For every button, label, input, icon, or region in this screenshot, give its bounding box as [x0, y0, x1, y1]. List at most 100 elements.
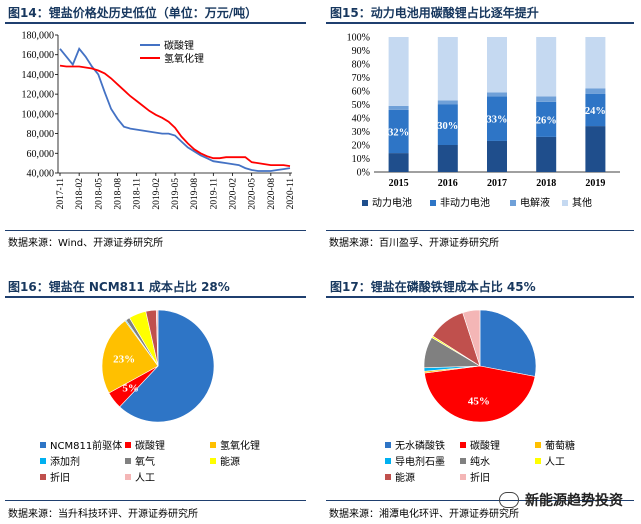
fig14-xtick-label: 2018-05 [94, 178, 104, 210]
fig16-legend-swatch [210, 441, 216, 448]
fig14-source: 数据来源：Wind、开源证券研究所 [8, 238, 164, 249]
fig15-bar-2015-s3 [388, 105, 409, 110]
fig15-xtick-label: 2017 [487, 178, 507, 189]
fig17-legend-swatch [385, 473, 391, 480]
fig15-bar-2015-s2 [388, 109, 409, 154]
fig16-bottom-rule [5, 500, 306, 501]
fig14-xtick-label: 2019-08 [190, 178, 200, 210]
fig16-title: 图16：锂盐在 NCM811 成本占比 28% [8, 280, 230, 294]
fig15-ytick-label: 60% [352, 87, 370, 98]
fig15-xtick-label: 2018 [536, 178, 556, 189]
fig17-legend-item: 折旧 [460, 469, 490, 484]
fig15-bar-2019-s2 [585, 93, 606, 127]
fig15-legend-label: 其他 [572, 196, 592, 209]
fig15-ytick-label: 70% [352, 73, 370, 84]
fig14-ytick-label: 120,000 [22, 90, 55, 101]
fig14-top-rule [5, 22, 306, 24]
fig14-xtick-label: 2020-11 [286, 178, 296, 210]
fig16-legend-label: NCM811前驱体 [50, 441, 123, 452]
fig15-bar-2015-s4 [388, 37, 409, 106]
fig15-ytick-label: 20% [352, 141, 370, 152]
fig15-bar-2017-s3 [487, 92, 507, 97]
fig14-ytick-label: 100,000 [22, 109, 55, 120]
fig16-slice-1 [119, 309, 215, 423]
fig16-legend-label: 碳酸锂 [135, 441, 165, 452]
fig14-xtick-label: 2018-08 [114, 178, 124, 210]
fig15-top-rule [326, 22, 634, 24]
fig15-title: 图15：动力电池用碳酸锂占比逐年提升 [330, 6, 539, 20]
fig16-legend-item: 氢氧化锂 [210, 437, 260, 452]
fig16-slice-3 [101, 320, 159, 394]
fig16-legend-item: 添加剂 [40, 453, 80, 468]
fig15-ytick-label: 100% [347, 33, 370, 44]
fig17-legend-label: 无水磷酸铁 [395, 441, 445, 452]
fig16-legend-swatch [40, 473, 46, 480]
fig14-xtick-label: 2018-11 [133, 178, 143, 210]
fig14-xtick-label: 2020-08 [267, 178, 277, 210]
fig17-data-label: 45% [468, 396, 490, 408]
fig14-legend-label: 碳酸锂 [164, 39, 194, 52]
fig15-data-label: 26% [536, 115, 557, 126]
fig15-legend-label: 电解液 [520, 196, 550, 209]
fig15-legend-swatch [430, 200, 436, 206]
fig16-legend-swatch [40, 457, 46, 464]
fig15-legend-swatch [562, 200, 568, 206]
fig17-legend-label: 导电剂石墨 [395, 457, 445, 468]
fig15-data-label: 24% [585, 106, 606, 117]
fig17-chart: 45% [423, 309, 537, 423]
fig16-legend-label: 人工 [135, 473, 155, 484]
fig16-source: 数据来源：当升科技环评、开源证券研究所 [8, 509, 198, 520]
fig14-series-line-2 [59, 64, 291, 167]
fig16-legend-label: 氧气 [135, 457, 155, 468]
fig16-legend-swatch [125, 441, 131, 448]
fig15-legend-swatch [362, 200, 368, 206]
fig14-xtick-label: 2019-02 [152, 178, 162, 210]
fig17-legend-label: 人工 [545, 457, 565, 468]
fig16-legend-label: 折旧 [50, 473, 70, 484]
fig16-legend-item: 碳酸锂 [125, 437, 165, 452]
fig15-bar-2017-s4 [487, 37, 507, 93]
fig17-legend-item: 导电剂石墨 [385, 453, 445, 468]
fig15-ytick-label: 30% [352, 127, 370, 138]
fig17-legend-label: 纯水 [470, 457, 490, 468]
fig17-legend-swatch [535, 457, 541, 464]
fig15-bar-2016-s1 [437, 145, 458, 172]
fig16-legend-item: 能源 [210, 453, 240, 468]
fig16-legend-swatch [125, 457, 131, 464]
fig16-legend-label: 能源 [220, 457, 240, 468]
fig15-bar-2018-s2 [536, 101, 557, 137]
fig16-top-rule [5, 296, 306, 298]
fig15-legend-swatch [510, 200, 516, 206]
watermark-text: 新能源趋势投资 [525, 493, 623, 509]
fig17-legend-swatch [535, 441, 541, 448]
fig15-bar-2019-s3 [585, 88, 606, 94]
fig17-legend-item: 无水磷酸铁 [385, 437, 445, 452]
fig16-legend-item: 氧气 [125, 453, 155, 468]
fig16-legend-swatch [40, 441, 46, 448]
fig15-ytick-label: 10% [352, 154, 370, 165]
fig17-legend-swatch [460, 441, 466, 448]
fig15-bar-2015-s1 [388, 153, 409, 172]
fig17-slice-2 [424, 365, 536, 423]
fig14-ytick-label: 180,000 [22, 31, 55, 42]
fig15-ytick-label: 0% [357, 168, 370, 179]
fig14-xtick-label: 2017-11 [56, 178, 66, 210]
fig15-bar-2019-s4 [585, 37, 606, 89]
fig17-bottom-rule [326, 500, 634, 501]
fig14-title: 图14：锂盐价格处历史低位（单位：万元/吨） [8, 6, 258, 20]
fig15-ytick-label: 80% [352, 60, 370, 71]
fig14-ytick-label: 140,000 [22, 70, 55, 81]
fig15-bar-2016-s2 [437, 104, 458, 145]
fig17-slice-8 [462, 309, 481, 367]
fig17-legend-label: 碳酸锂 [470, 441, 500, 452]
fig17-slice-1 [479, 309, 537, 377]
fig15-data-label: 33% [487, 115, 508, 126]
fig17-legend-swatch [385, 441, 391, 448]
fig14-bottom-rule [5, 230, 306, 231]
fig17-legend-swatch [460, 473, 466, 480]
fig14-ytick-label: 80,000 [27, 129, 55, 140]
fig15-bar-2017-s1 [487, 140, 507, 172]
fig16-legend-label: 添加剂 [50, 457, 80, 468]
fig15-bottom-rule [326, 230, 634, 231]
fig15-legend-label: 非动力电池 [440, 196, 490, 209]
